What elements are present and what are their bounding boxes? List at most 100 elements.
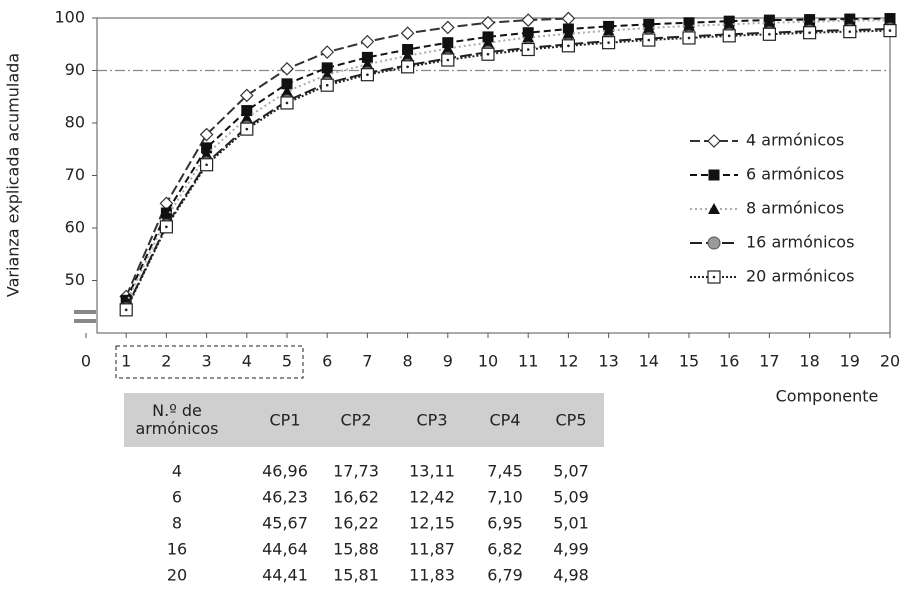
table-cell: 4: [172, 462, 182, 481]
table-header-cell: CP2: [341, 411, 372, 430]
marker: [280, 96, 294, 110]
y-tick-label: 60: [65, 218, 85, 237]
marker-dot: [727, 34, 731, 38]
marker-dot: [647, 38, 651, 42]
marker: [682, 31, 696, 45]
table-cell: 15,81: [333, 566, 379, 585]
marker-dot: [366, 73, 369, 76]
table-cell: 45,67: [262, 514, 308, 533]
table-cell: 46,23: [262, 488, 308, 507]
marker: [361, 58, 374, 70]
x-tick-label: 5: [282, 352, 292, 371]
marker: [159, 220, 173, 234]
x-tick-label: 8: [403, 352, 413, 371]
marker: [521, 42, 535, 57]
table-header-text: N.º de armónicos: [135, 401, 219, 438]
table-cell: 4,99: [553, 540, 589, 559]
y-axis-title: Varianza explicada acumulada: [4, 53, 23, 297]
marker: [601, 36, 616, 50]
y-tick-label: 90: [65, 60, 85, 79]
table-cell: 46,96: [262, 462, 308, 481]
marker: [400, 26, 415, 41]
marker: [321, 68, 334, 80]
table-cell: 11,87: [409, 540, 455, 559]
marker: [884, 14, 896, 26]
marker: [707, 270, 721, 284]
table-cell: 4,98: [553, 566, 589, 585]
marker-dot: [526, 48, 530, 51]
marker-dot: [567, 44, 570, 48]
table-header-bg: [124, 393, 604, 447]
marker: [522, 31, 535, 43]
marker: [708, 203, 720, 214]
table-header-cell: N.º de armónicos: [135, 401, 219, 438]
marker: [482, 36, 494, 48]
legend-label: 16 armónicos: [746, 233, 854, 252]
x-tick-label: 14: [639, 352, 659, 371]
x-tick-label: 7: [362, 352, 372, 371]
series-line: [125, 17, 891, 301]
marker: [320, 45, 335, 59]
marker: [401, 49, 414, 61]
y-tick-label: 70: [65, 165, 85, 184]
table-cell: 5,09: [553, 488, 589, 507]
marker: [239, 88, 254, 103]
legend-label: 4 armónicos: [746, 131, 844, 150]
x-tick-label: 4: [242, 352, 252, 371]
table-cell: 13,11: [409, 462, 455, 481]
x-tick-label: 13: [598, 352, 618, 371]
x-tick-label: 6: [322, 352, 332, 371]
x-tick-label: 9: [443, 352, 453, 371]
series-line: [125, 28, 891, 310]
table-header-cell: CP3: [417, 411, 448, 430]
table-cell: 12,42: [409, 488, 455, 507]
x-tick-label: 17: [759, 352, 779, 371]
marker-dot: [205, 163, 208, 167]
x-tick-label: 0: [81, 352, 91, 371]
marker: [401, 60, 415, 74]
marker: [360, 34, 375, 49]
table-cell: 6,79: [487, 566, 523, 585]
marker: [843, 25, 857, 39]
marker-dot: [446, 58, 450, 62]
marker: [200, 148, 213, 160]
table-cell: 15,88: [333, 540, 379, 559]
marker: [762, 27, 777, 41]
marker: [642, 33, 656, 47]
marker-dot: [888, 29, 892, 32]
marker: [280, 61, 294, 76]
marker: [200, 158, 214, 172]
table-cell: 6,95: [487, 514, 523, 533]
legend-label: 8 armónicos: [746, 199, 844, 218]
x-tick-label: 20: [880, 352, 900, 371]
marker: [707, 134, 721, 148]
marker: [320, 78, 334, 92]
x-tick-label: 15: [679, 352, 699, 371]
marker: [119, 303, 133, 317]
marker: [440, 20, 455, 35]
marker: [602, 24, 615, 36]
table-cell: 5,07: [553, 462, 589, 481]
x-tick-label: 1: [121, 352, 131, 371]
marker-dot: [165, 225, 168, 229]
legend-label: 20 armónicos: [746, 267, 854, 286]
marker-dot: [607, 41, 610, 44]
marker: [707, 236, 721, 250]
table-cell: 12,15: [409, 514, 455, 533]
marker: [281, 85, 293, 97]
table-cell: 44,64: [262, 540, 308, 559]
table-cell: 8: [172, 514, 182, 533]
marker: [481, 15, 495, 30]
marker: [708, 169, 720, 181]
marker: [360, 68, 374, 82]
marker-dot: [687, 36, 691, 40]
table-cell: 16: [167, 540, 187, 559]
table-cell: 7,10: [487, 488, 523, 507]
marker-dot: [848, 30, 852, 33]
x-tick-label: 2: [161, 352, 171, 371]
x-tick-label: 3: [202, 352, 212, 371]
table-header-cell: CP5: [556, 411, 587, 430]
marker-dot: [124, 308, 128, 312]
marker: [441, 53, 455, 67]
